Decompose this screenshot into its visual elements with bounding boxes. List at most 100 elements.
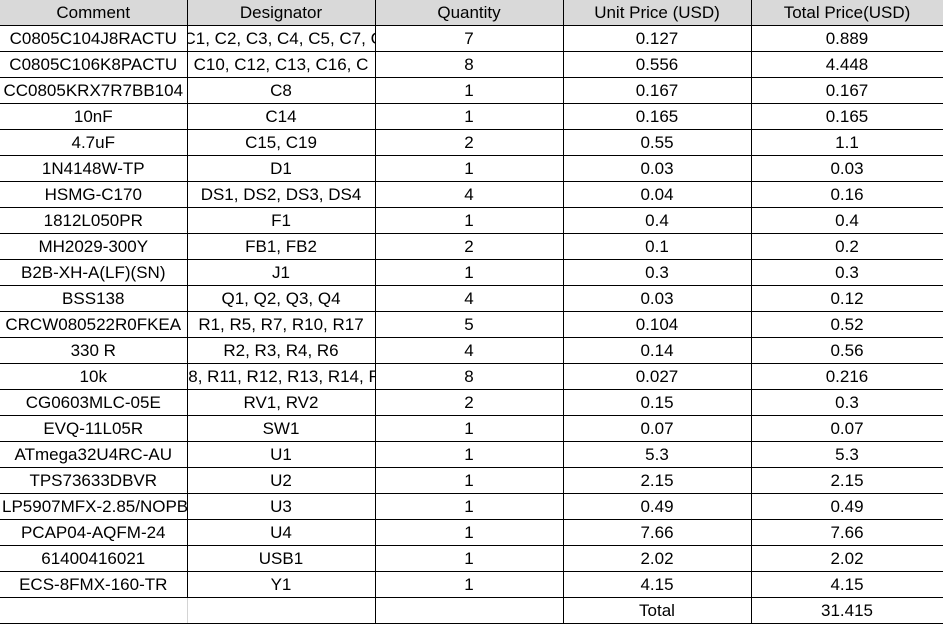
designator-cell[interactable]: C8: [186, 77, 376, 104]
designator-cell[interactable]: USB1: [186, 545, 376, 572]
comment-cell[interactable]: EVQ-11L05R: [0, 415, 188, 442]
comment-cell[interactable]: C0805C104J8RACTU: [0, 25, 188, 52]
designator-cell[interactable]: U4: [186, 519, 376, 546]
total-label-cell[interactable]: Total: [562, 597, 752, 624]
empty-cell[interactable]: [186, 597, 376, 624]
total-price-cell[interactable]: 1.1: [750, 129, 943, 156]
designator-cell[interactable]: FB1, FB2: [186, 233, 376, 260]
quantity-cell[interactable]: 4: [374, 285, 564, 312]
quantity-cell[interactable]: 2: [374, 233, 564, 260]
total-price-cell[interactable]: 0.12: [750, 285, 943, 312]
total-price-cell[interactable]: 0.49: [750, 493, 943, 520]
quantity-cell[interactable]: 1: [374, 207, 564, 234]
quantity-cell[interactable]: 1: [374, 467, 564, 494]
unit-price-cell[interactable]: 2.15: [562, 467, 752, 494]
unit-price-cell[interactable]: 0.104: [562, 311, 752, 338]
designator-cell[interactable]: U1: [186, 441, 376, 468]
total-price-cell[interactable]: 0.4: [750, 207, 943, 234]
quantity-cell[interactable]: 5: [374, 311, 564, 338]
quantity-cell[interactable]: 1: [374, 519, 564, 546]
unit-price-cell[interactable]: 0.03: [562, 285, 752, 312]
total-price-cell[interactable]: 0.3: [750, 389, 943, 416]
quantity-cell[interactable]: 1: [374, 103, 564, 130]
designator-cell[interactable]: Y1: [186, 571, 376, 598]
comment-cell[interactable]: B2B-XH-A(LF)(SN): [0, 259, 188, 286]
total-price-cell[interactable]: 7.66: [750, 519, 943, 546]
total-price-cell[interactable]: 0.3: [750, 259, 943, 286]
comment-cell[interactable]: MH2029-300Y: [0, 233, 188, 260]
total-price-cell[interactable]: 0.2: [750, 233, 943, 260]
comment-cell[interactable]: LP5907MFX-2.85/NOPB: [0, 493, 188, 520]
total-price-cell[interactable]: 0.167: [750, 77, 943, 104]
comment-cell[interactable]: HSMG-C170: [0, 181, 188, 208]
designator-cell[interactable]: U2: [186, 467, 376, 494]
unit-price-cell[interactable]: 0.07: [562, 415, 752, 442]
unit-price-cell[interactable]: 0.556: [562, 51, 752, 78]
quantity-cell[interactable]: 1: [374, 493, 564, 520]
comment-cell[interactable]: 61400416021: [0, 545, 188, 572]
designator-cell[interactable]: U3: [186, 493, 376, 520]
comment-cell[interactable]: CG0603MLC-05E: [0, 389, 188, 416]
comment-cell[interactable]: 4.7uF: [0, 129, 188, 156]
unit-price-cell[interactable]: 0.027: [562, 363, 752, 390]
unit-price-cell[interactable]: 0.4: [562, 207, 752, 234]
total-price-cell[interactable]: 0.56: [750, 337, 943, 364]
quantity-cell[interactable]: 8: [374, 51, 564, 78]
unit-price-cell[interactable]: 0.49: [562, 493, 752, 520]
header-total-price[interactable]: Total Price(USD): [750, 0, 943, 26]
quantity-cell[interactable]: 4: [374, 337, 564, 364]
designator-cell[interactable]: RV1, RV2: [186, 389, 376, 416]
unit-price-cell[interactable]: 0.15: [562, 389, 752, 416]
designator-cell[interactable]: Q1, Q2, Q3, Q4: [186, 285, 376, 312]
unit-price-cell[interactable]: 0.167: [562, 77, 752, 104]
unit-price-cell[interactable]: 0.165: [562, 103, 752, 130]
designator-cell[interactable]: C1, C2, C3, C4, C5, C7, C: [186, 25, 376, 52]
designator-cell[interactable]: DS1, DS2, DS3, DS4: [186, 181, 376, 208]
empty-cell[interactable]: [0, 597, 188, 624]
total-price-cell[interactable]: 0.07: [750, 415, 943, 442]
quantity-cell[interactable]: 1: [374, 155, 564, 182]
quantity-cell[interactable]: 1: [374, 571, 564, 598]
comment-cell[interactable]: ATmega32U4RC-AU: [0, 441, 188, 468]
unit-price-cell[interactable]: 0.14: [562, 337, 752, 364]
comment-cell[interactable]: CC0805KRX7R7BB104: [0, 77, 188, 104]
quantity-cell[interactable]: 1: [374, 415, 564, 442]
comment-cell[interactable]: 330 R: [0, 337, 188, 364]
comment-cell[interactable]: C0805C106K8PACTU: [0, 51, 188, 78]
quantity-cell[interactable]: 8: [374, 363, 564, 390]
total-price-cell[interactable]: 4.15: [750, 571, 943, 598]
comment-cell[interactable]: 10nF: [0, 103, 188, 130]
unit-price-cell[interactable]: 2.02: [562, 545, 752, 572]
total-price-cell[interactable]: 0.16: [750, 181, 943, 208]
designator-cell[interactable]: D1: [186, 155, 376, 182]
unit-price-cell[interactable]: 5.3: [562, 441, 752, 468]
total-price-cell[interactable]: 0.216: [750, 363, 943, 390]
header-designator[interactable]: Designator: [186, 0, 376, 26]
total-price-cell[interactable]: 2.15: [750, 467, 943, 494]
unit-price-cell[interactable]: 0.127: [562, 25, 752, 52]
unit-price-cell[interactable]: 7.66: [562, 519, 752, 546]
comment-cell[interactable]: ECS-8FMX-160-TR: [0, 571, 188, 598]
comment-cell[interactable]: CRCW080522R0FKEA: [0, 311, 188, 338]
unit-price-cell[interactable]: 0.55: [562, 129, 752, 156]
designator-cell[interactable]: C10, C12, C13, C16, C: [186, 51, 376, 78]
total-price-cell[interactable]: 2.02: [750, 545, 943, 572]
comment-cell[interactable]: 1N4148W-TP: [0, 155, 188, 182]
designator-cell[interactable]: R8, R11, R12, R13, R14, R1: [186, 363, 376, 390]
designator-cell[interactable]: SW1: [186, 415, 376, 442]
quantity-cell[interactable]: 7: [374, 25, 564, 52]
total-price-cell[interactable]: 4.448: [750, 51, 943, 78]
total-price-cell[interactable]: 0.03: [750, 155, 943, 182]
header-quantity[interactable]: Quantity: [374, 0, 564, 26]
header-comment[interactable]: Comment: [0, 0, 188, 26]
total-value-cell[interactable]: 31.415: [750, 597, 943, 624]
unit-price-cell[interactable]: 0.3: [562, 259, 752, 286]
designator-cell[interactable]: C14: [186, 103, 376, 130]
total-price-cell[interactable]: 0.889: [750, 25, 943, 52]
quantity-cell[interactable]: 1: [374, 259, 564, 286]
comment-cell[interactable]: TPS73633DBVR: [0, 467, 188, 494]
comment-cell[interactable]: BSS138: [0, 285, 188, 312]
designator-cell[interactable]: J1: [186, 259, 376, 286]
total-price-cell[interactable]: 5.3: [750, 441, 943, 468]
unit-price-cell[interactable]: 0.03: [562, 155, 752, 182]
